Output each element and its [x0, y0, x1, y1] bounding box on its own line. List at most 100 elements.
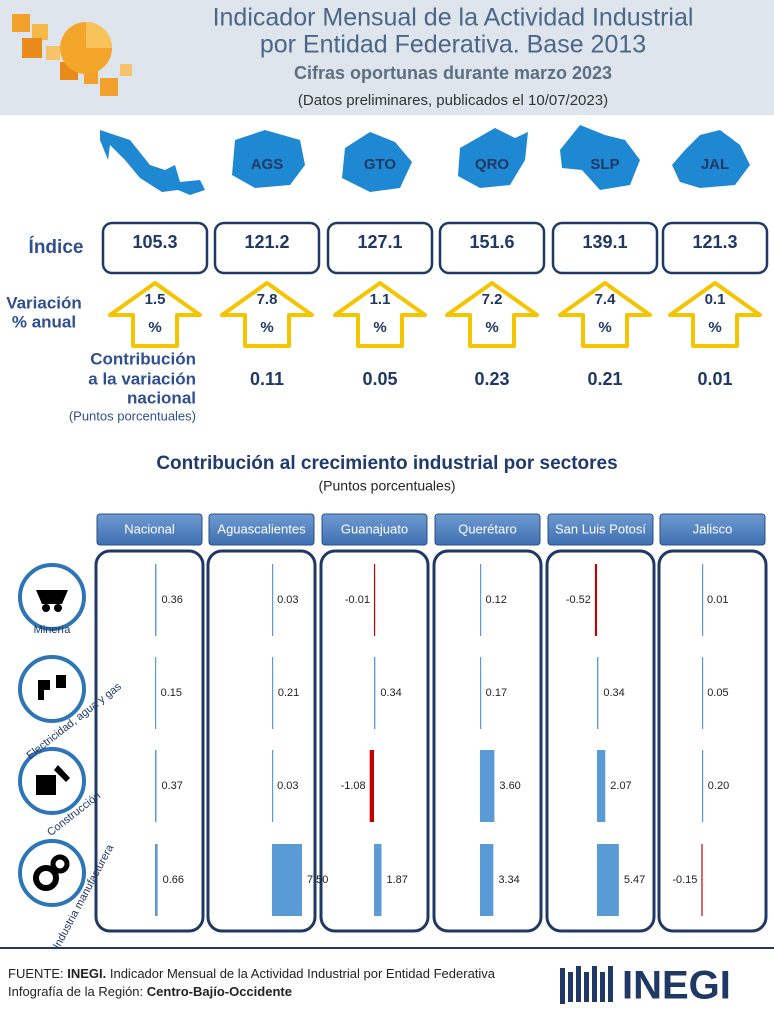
state-label: GTO — [364, 156, 397, 173]
index-box — [326, 221, 434, 275]
column-header-label: San Luis Potosí — [555, 521, 646, 536]
bar — [702, 657, 704, 729]
row-label: nacional — [127, 388, 196, 407]
footer-region-name: Centro-Bajío-Occidente — [147, 984, 292, 999]
variation-arrow — [333, 281, 427, 348]
column-header-label: Aguascalientes — [217, 521, 306, 536]
column-header-label: Guanajuato — [341, 521, 408, 536]
footer-source: FUENTE: INEGI. Indicador Mensual de la A… — [8, 966, 496, 981]
bar — [155, 844, 158, 916]
variation-arrow — [108, 281, 202, 348]
bar-label: 0.03 — [277, 594, 298, 606]
bar — [374, 657, 376, 729]
column-header — [659, 513, 766, 546]
bar-label: 1.87 — [386, 874, 407, 886]
column-header — [547, 513, 654, 546]
footer-source-org: INEGI. — [67, 966, 106, 981]
subtitle: Cifras oportunas durante marzo 2023 — [294, 63, 612, 83]
column-header — [96, 513, 203, 546]
contribution-value: 0.23 — [474, 369, 509, 389]
row-label: Índice — [29, 236, 84, 258]
row-label: Variación — [6, 293, 82, 312]
bar-label: -0.52 — [566, 594, 591, 606]
variation-unit: % — [485, 319, 498, 336]
section-subtitle: (Puntos porcentuales) — [319, 478, 456, 494]
state-label: QRO — [475, 156, 510, 173]
bar-label: 2.07 — [610, 780, 631, 792]
column-frame — [545, 549, 656, 933]
state-label: AGS — [251, 156, 284, 173]
bar-label: 0.12 — [485, 594, 506, 606]
row-label: a la variación — [88, 369, 196, 388]
section-title: Contribución al crecimiento industrial p… — [156, 453, 617, 474]
bar-label: 0.20 — [708, 780, 729, 792]
bar — [480, 657, 482, 729]
state-label: JAL — [701, 156, 729, 173]
column-header-label: Nacional — [124, 521, 175, 536]
row-label: % anual — [12, 312, 76, 331]
maps — [100, 125, 750, 195]
sector-label: Minería — [34, 624, 72, 636]
logo-dots — [560, 966, 613, 1004]
variation-value: 7.4 — [595, 291, 617, 308]
bar-label: 0.37 — [161, 780, 182, 792]
bar — [597, 657, 599, 729]
variation-value: 7.2 — [482, 291, 503, 308]
bar-label: 3.34 — [498, 874, 519, 886]
contribution-value: 0.21 — [587, 369, 622, 389]
bar — [480, 564, 482, 636]
column-header — [321, 513, 428, 546]
logo-text: INEGI — [622, 964, 731, 1008]
bar-label: -1.08 — [341, 780, 366, 792]
bar-label: 0.01 — [707, 594, 728, 606]
bar — [597, 844, 619, 916]
bar-label: 0.17 — [486, 687, 507, 699]
bar-label: 0.21 — [278, 687, 299, 699]
index-box — [551, 221, 659, 275]
bar — [374, 844, 382, 916]
variation-unit: % — [260, 319, 273, 336]
bar-label: 0.03 — [277, 780, 298, 792]
variation-value: 1.5 — [145, 291, 166, 308]
index-box — [101, 221, 209, 275]
index-box — [213, 221, 321, 275]
bar-label: 0.05 — [707, 687, 728, 699]
column-frame — [432, 549, 543, 933]
units-label: (Puntos porcentuales) — [69, 408, 196, 423]
variation-value: 7.8 — [257, 291, 278, 308]
bar — [369, 750, 374, 822]
footer-source-label: FUENTE: — [8, 966, 67, 981]
variation-unit: % — [148, 319, 161, 336]
variation-arrow — [558, 281, 652, 348]
bar-label: 0.34 — [603, 687, 624, 699]
bar-label: 3.60 — [499, 780, 520, 792]
column-header — [208, 513, 315, 546]
title-line: por Entidad Federativa. Base 2013 — [260, 31, 646, 59]
bar — [480, 750, 495, 822]
contribution-value: 0.05 — [362, 369, 397, 389]
bar-label: 7.50 — [307, 874, 328, 886]
bar-label: 0.36 — [161, 594, 182, 606]
bar — [155, 750, 157, 822]
variation-unit: % — [708, 319, 721, 336]
variation-arrow — [668, 281, 762, 348]
column-frame — [94, 549, 205, 933]
bar — [594, 564, 597, 636]
index-value: 121.3 — [692, 232, 737, 252]
header-background — [0, 0, 774, 115]
column-frame — [657, 549, 768, 933]
column-frame — [206, 549, 317, 933]
bar — [701, 844, 703, 916]
index-value: 127.1 — [357, 232, 402, 252]
bar — [702, 750, 704, 822]
note: (Datos preliminares, publicados el 10/07… — [298, 92, 608, 109]
variation-unit: % — [373, 319, 386, 336]
index-value: 121.2 — [244, 232, 289, 252]
variation-arrow — [445, 281, 539, 348]
footer-source-text: Indicador Mensual de la Actividad Indust… — [106, 966, 496, 981]
bar — [272, 657, 274, 729]
bar-label: 0.34 — [380, 687, 401, 699]
index-value: 151.6 — [469, 232, 514, 252]
bar — [702, 564, 704, 636]
